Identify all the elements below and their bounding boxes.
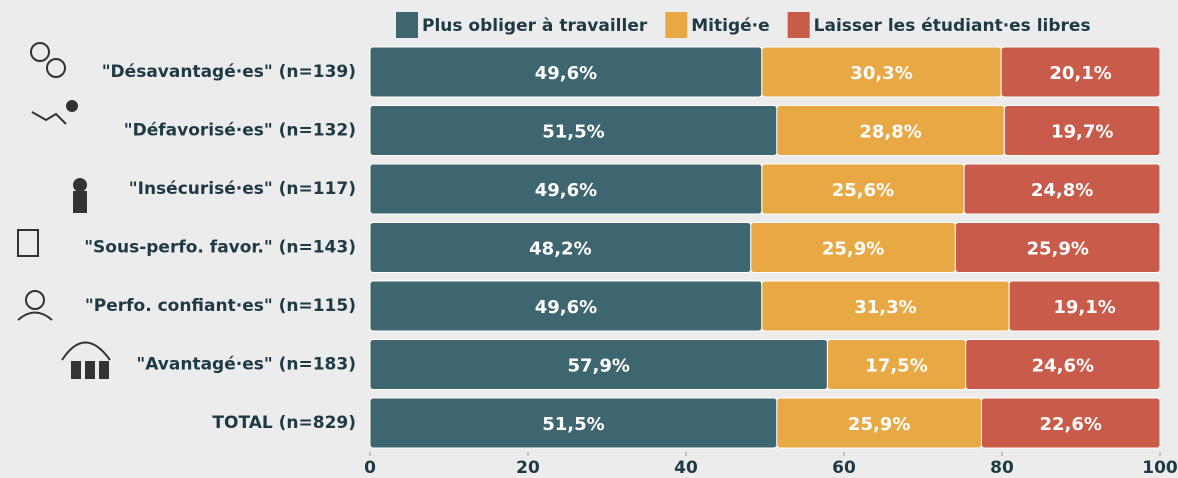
value-label: 48,2% bbox=[529, 239, 591, 260]
legend-label: Laisser les étudiant·es libres bbox=[814, 16, 1091, 36]
icon bbox=[73, 191, 87, 213]
icon bbox=[17, 229, 39, 257]
bar-segment bbox=[963, 163, 1161, 215]
value-label: 24,8% bbox=[1031, 180, 1093, 201]
icons bbox=[17, 42, 111, 379]
x-tick-label: 80 bbox=[990, 458, 1014, 478]
value-label: 25,9% bbox=[848, 414, 910, 435]
value-label: 17,5% bbox=[865, 356, 927, 377]
category-label: TOTAL (n=829) bbox=[212, 413, 356, 433]
value-label: 51,5% bbox=[542, 414, 604, 435]
value-label: 24,6% bbox=[1032, 356, 1094, 377]
value-label: 22,6% bbox=[1040, 414, 1102, 435]
icon bbox=[31, 111, 67, 125]
bar-segment bbox=[1008, 280, 1161, 332]
value-label: 25,6% bbox=[832, 180, 894, 201]
x-tick-label: 100 bbox=[1142, 458, 1178, 478]
value-label: 25,9% bbox=[822, 239, 884, 260]
legend-swatch bbox=[787, 12, 810, 38]
x-tick-label: 60 bbox=[832, 458, 856, 478]
icon bbox=[99, 361, 109, 379]
value-label: 28,8% bbox=[859, 122, 921, 143]
category-label: "Perfo. confiant·es" (n=115) bbox=[85, 296, 356, 316]
bar-segment bbox=[980, 397, 1161, 449]
icon bbox=[73, 178, 87, 192]
x-tick-label: 0 bbox=[364, 458, 376, 478]
value-label: 31,3% bbox=[854, 297, 916, 318]
category-label: "Sous-perfo. favor." (n=143) bbox=[84, 238, 356, 258]
icon bbox=[66, 100, 78, 112]
icon bbox=[85, 361, 95, 379]
icon bbox=[17, 311, 53, 321]
icon bbox=[71, 361, 81, 379]
value-label: 57,9% bbox=[567, 356, 629, 377]
value-label: 30,3% bbox=[850, 63, 912, 84]
legend-swatch bbox=[665, 12, 688, 38]
legend-label: Mitigé·e bbox=[691, 16, 769, 36]
bar-segment bbox=[965, 339, 1161, 390]
x-tick-label: 40 bbox=[674, 458, 698, 478]
value-label: 19,1% bbox=[1053, 297, 1115, 318]
x-tick-label: 20 bbox=[516, 458, 540, 478]
bar-segment bbox=[1003, 105, 1161, 156]
bar-segment bbox=[1000, 46, 1161, 98]
icon bbox=[61, 341, 111, 361]
icon bbox=[30, 42, 50, 62]
category-label: "Défavorisé·es" (n=132) bbox=[124, 121, 356, 141]
bar-segment bbox=[954, 222, 1161, 273]
value-label: 49,6% bbox=[535, 63, 597, 84]
value-label: 49,6% bbox=[535, 180, 597, 201]
value-label: 20,1% bbox=[1049, 63, 1111, 84]
value-label: 49,6% bbox=[535, 297, 597, 318]
value-label: 51,5% bbox=[542, 122, 604, 143]
category-label: "Insécurisé·es" (n=117) bbox=[129, 179, 356, 199]
category-label: "Désavantagé·es" (n=139) bbox=[102, 62, 356, 82]
value-label: 19,7% bbox=[1051, 122, 1113, 143]
legend-swatch bbox=[396, 12, 418, 38]
icon bbox=[25, 290, 45, 310]
value-label: 25,9% bbox=[1026, 239, 1088, 260]
legend-label: Plus obliger à travailler bbox=[422, 16, 648, 36]
category-label: "Avantagé·es" (n=183) bbox=[136, 355, 356, 375]
icon bbox=[46, 58, 66, 78]
